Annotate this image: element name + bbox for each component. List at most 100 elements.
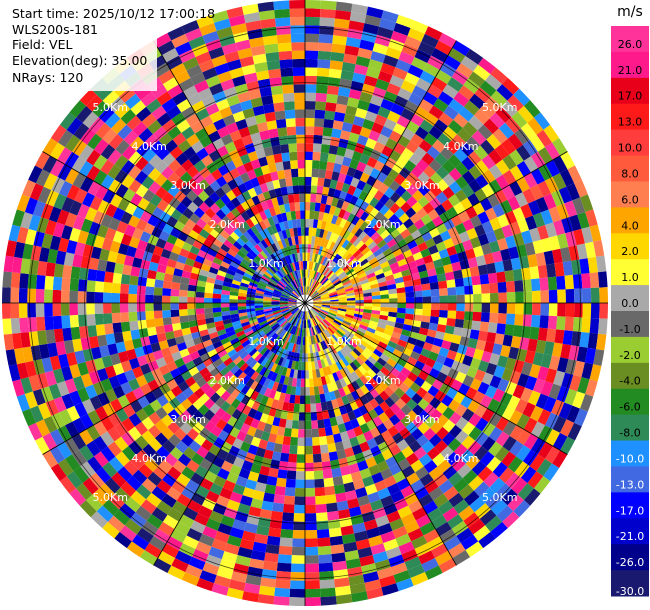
- velocity-cell: [142, 148, 157, 163]
- velocity-cell: [183, 446, 197, 460]
- velocity-cell: [321, 296, 330, 300]
- velocity-cell: [126, 541, 145, 558]
- velocity-cell: [191, 331, 201, 340]
- colorbar-tick-label: -26.0: [616, 556, 644, 569]
- velocity-cell: [174, 190, 187, 203]
- velocity-cell: [270, 136, 280, 147]
- velocity-cell: [112, 272, 123, 284]
- velocity-cell: [320, 291, 329, 297]
- velocity-cell: [481, 154, 496, 170]
- velocity-cell: [416, 387, 428, 399]
- velocity-cell: [277, 240, 284, 250]
- velocity-cell: [297, 287, 302, 296]
- velocity-cell: [128, 357, 140, 370]
- velocity-cell: [297, 310, 302, 319]
- velocity-cell: [43, 415, 58, 433]
- velocity-cell: [137, 319, 148, 330]
- velocity-cell: [324, 169, 333, 180]
- velocity-cell: [323, 267, 330, 276]
- velocity-cell: [373, 348, 383, 358]
- velocity-cell: [522, 402, 536, 418]
- velocity-cell: [290, 168, 299, 178]
- velocity-cell: [285, 385, 292, 395]
- velocity-cell: [230, 244, 240, 254]
- velocity-cell: [196, 218, 207, 229]
- velocity-cell: [65, 134, 81, 152]
- velocity-cell: [329, 416, 338, 427]
- velocity-cell: [278, 204, 286, 214]
- velocity-cell: [235, 268, 246, 276]
- velocity-cell: [217, 349, 228, 359]
- velocity-cell: [301, 277, 304, 287]
- velocity-cell: [410, 479, 425, 493]
- velocity-cell: [462, 355, 474, 367]
- velocity-cell: [467, 399, 480, 414]
- velocity-cell: [545, 368, 558, 384]
- velocity-cell: [203, 185, 215, 197]
- velocity-cell: [302, 311, 305, 320]
- velocity-cell: [113, 509, 131, 526]
- velocity-cell: [384, 187, 396, 199]
- velocity-cell: [312, 261, 316, 271]
- velocity-cell: [314, 316, 321, 324]
- velocity-cell: [120, 312, 130, 323]
- velocity-cell: [126, 245, 137, 258]
- velocity-cell: [312, 369, 317, 379]
- velocity-cell: [321, 307, 330, 311]
- velocity-cell: [312, 151, 321, 161]
- velocity-cell: [305, 286, 308, 295]
- velocity-cell: [318, 562, 334, 572]
- velocity-cell: [200, 382, 212, 394]
- velocity-cell: [422, 303, 432, 310]
- velocity-cell: [349, 12, 367, 24]
- velocity-cell: [234, 272, 244, 279]
- velocity-cell: [392, 470, 406, 483]
- velocity-cell: [469, 378, 482, 391]
- velocity-cell: [507, 133, 523, 150]
- velocity-cell: [359, 422, 370, 434]
- velocity-cell: [178, 309, 188, 317]
- velocity-cell: [216, 145, 229, 158]
- velocity-cell: [322, 410, 330, 420]
- velocity-cell: [20, 258, 31, 274]
- velocity-cell: [128, 284, 138, 295]
- velocity-cell: [418, 183, 431, 196]
- velocity-cell: [171, 112, 186, 126]
- velocity-cell: [274, 373, 282, 384]
- azimuth-line: [42, 302, 306, 455]
- velocity-cell: [52, 303, 62, 317]
- velocity-cell: [188, 153, 202, 166]
- velocity-cell: [544, 176, 559, 194]
- velocity-cell: [241, 134, 253, 146]
- velocity-cell: [511, 111, 528, 129]
- velocity-cell: [317, 237, 323, 247]
- velocity-cell: [174, 165, 187, 179]
- velocity-cell: [295, 309, 301, 318]
- velocity-cell: [307, 244, 312, 253]
- velocity-cell: [151, 486, 167, 501]
- velocity-cell: [170, 209, 183, 221]
- velocity-cell: [474, 369, 486, 382]
- velocity-cell: [411, 85, 428, 99]
- velocity-cell: [380, 467, 393, 480]
- velocity-cell: [313, 301, 322, 303]
- velocity-cell: [229, 464, 242, 476]
- velocity-cell: [348, 257, 358, 266]
- velocity-cell: [447, 514, 464, 529]
- velocity-cell: [347, 373, 356, 384]
- colorbar-tick-label: -6.0: [619, 401, 640, 414]
- velocity-cell: [288, 299, 297, 302]
- velocity-cell: [535, 252, 547, 267]
- velocity-cell: [19, 273, 29, 289]
- velocity-cell: [448, 181, 462, 195]
- velocity-cell: [410, 20, 429, 34]
- velocity-cell: [257, 1, 275, 13]
- velocity-cell: [483, 118, 499, 135]
- velocity-cell: [314, 316, 320, 325]
- velocity-cell: [164, 453, 178, 467]
- velocity-cell: [197, 190, 210, 202]
- velocity-cell: [180, 321, 190, 330]
- velocity-cell: [305, 109, 316, 119]
- velocity-cell: [581, 317, 591, 333]
- velocity-cell: [392, 67, 408, 81]
